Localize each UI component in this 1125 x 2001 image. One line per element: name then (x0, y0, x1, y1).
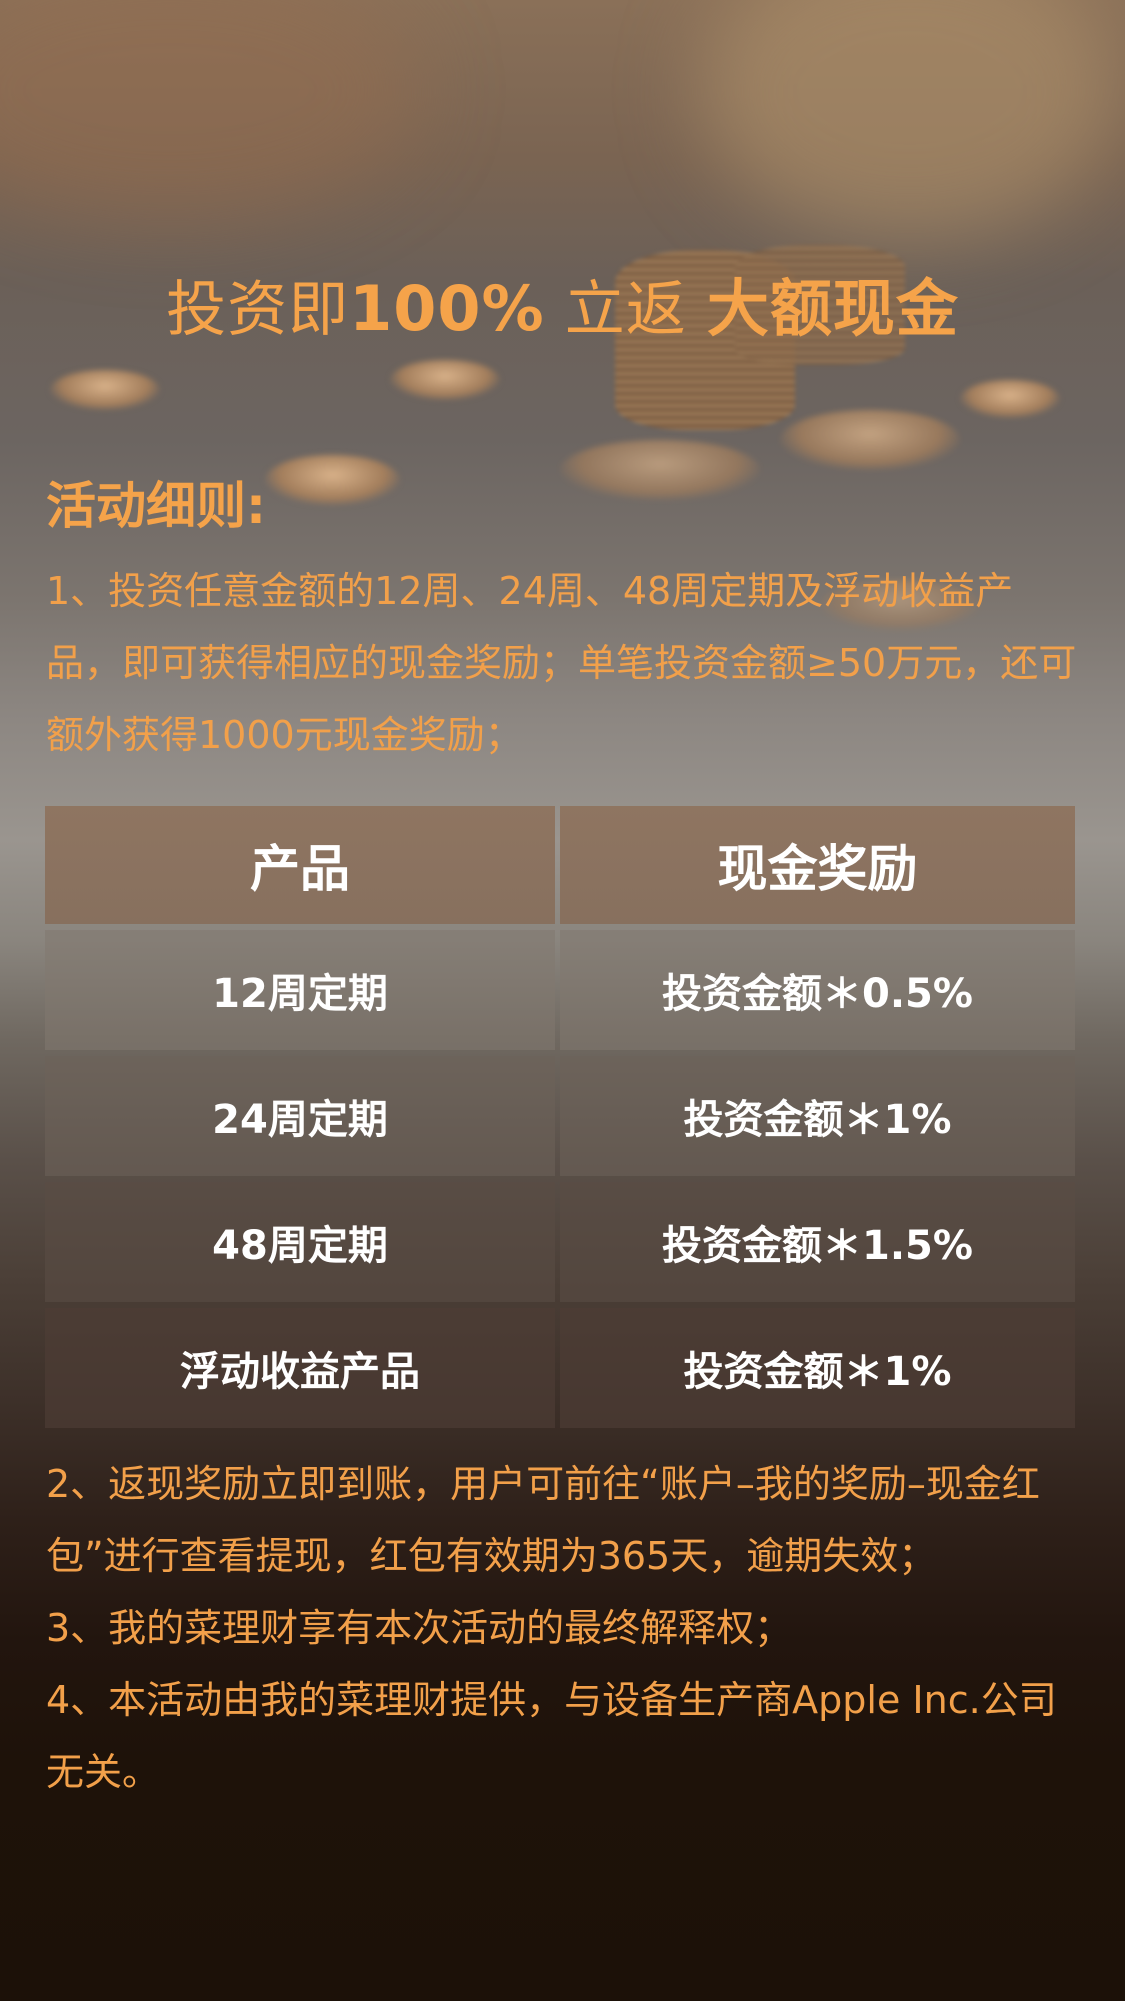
coin-image (780, 410, 960, 470)
coin-image (390, 360, 500, 400)
rule-item-2: 2、返现奖励立即到账，用户可前往“账户–我的奖励–现金红包”进行查看提现，红包有… (46, 1462, 1040, 1578)
table-header-cell: 产品 (45, 806, 555, 924)
table-row: 48周定期 投资金额＊1.5% (45, 1182, 1075, 1302)
coin-image (50, 370, 160, 410)
hero-title: 投资即100% 立返 大额现金 (0, 258, 1125, 348)
window-light-glow (700, 0, 1120, 240)
reward-table: 产品 现金奖励 12周定期 投资金额＊0.5% 24周定期 投资金额＊1% 48… (45, 806, 1075, 1428)
coin-stack-image (735, 245, 905, 365)
rule-item-1: 1、投资任意金额的12周、24周、48周定期及浮动收益产品，即可获得相应的现金奖… (46, 569, 1077, 757)
coin-image (265, 455, 400, 505)
table-cell-reward: 投资金额＊1.5% (560, 1182, 1075, 1302)
table-header-cell: 现金奖励 (560, 806, 1075, 924)
coin-image (560, 440, 760, 500)
hero-title-percent: 100% (349, 272, 545, 345)
table-cell-product: 48周定期 (45, 1182, 555, 1302)
rule-item-4: 4、本活动由我的菜理财提供，与设备生产商Apple Inc.公司无关。 (46, 1678, 1057, 1794)
table-row: 浮动收益产品 投资金额＊1% (45, 1308, 1075, 1428)
hero-title-part: 立返 (544, 275, 707, 345)
table-cell-reward: 投资金额＊1% (560, 1056, 1075, 1176)
hero-title-part: 投资即 (166, 275, 350, 345)
table-cell-product: 浮动收益产品 (45, 1308, 555, 1428)
coin-image (820, 580, 980, 630)
table-header-row: 产品 现金奖励 (45, 806, 1075, 924)
table-cell-reward: 投资金额＊0.5% (560, 930, 1075, 1050)
table-row: 24周定期 投资金额＊1% (45, 1056, 1075, 1176)
table-cell-product: 24周定期 (45, 1056, 555, 1176)
coin-image (960, 380, 1060, 418)
table-row: 12周定期 投资金额＊0.5% (45, 930, 1075, 1050)
hero-title-highlight: 大额现金 (706, 272, 959, 345)
table-cell-reward: 投资金额＊1% (560, 1308, 1075, 1428)
table-cell-product: 12周定期 (45, 930, 555, 1050)
rules-list-bottom: 2、返现奖励立即到账，用户可前往“账户–我的奖励–现金红包”进行查看提现，红包有… (46, 1448, 1086, 1808)
rules-heading: 活动细则: (46, 477, 266, 535)
rule-item-3: 3、我的菜理财享有本次活动的最终解释权； (46, 1606, 793, 1650)
